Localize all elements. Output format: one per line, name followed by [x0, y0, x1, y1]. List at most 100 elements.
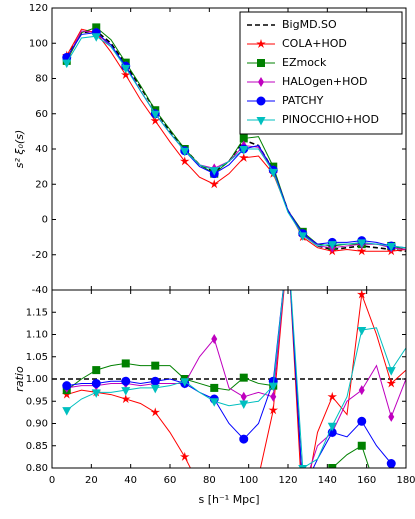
series-line	[66, 35, 406, 249]
marker	[180, 378, 190, 387]
series-line	[66, 28, 406, 252]
y-tick-label: 1.00	[26, 374, 48, 385]
marker	[120, 69, 131, 80]
legend-marker	[256, 117, 266, 126]
marker	[121, 359, 130, 368]
marker	[239, 146, 249, 155]
y-tick-label: 0	[42, 215, 48, 226]
marker	[239, 400, 249, 409]
y-tick-label: 20	[35, 179, 48, 190]
y-tick-label: 0.85	[26, 441, 48, 452]
marker	[121, 64, 131, 74]
marker	[298, 465, 308, 468]
legend-box	[239, 11, 403, 135]
legend-label: HALOgen+HOD	[282, 75, 368, 88]
marker	[91, 33, 101, 42]
marker	[179, 156, 190, 166]
x-tick-label: 120	[278, 475, 297, 486]
legend-label: EZmock	[282, 56, 327, 69]
marker	[300, 485, 306, 495]
marker	[62, 59, 72, 69]
marker	[180, 147, 190, 157]
marker	[150, 110, 160, 120]
marker	[358, 385, 365, 396]
marker	[209, 179, 220, 189]
marker	[121, 387, 131, 396]
marker	[179, 451, 190, 461]
x-tick-label: 40	[124, 475, 137, 486]
marker	[357, 327, 367, 336]
marker	[240, 391, 247, 402]
marker	[121, 376, 131, 386]
marker	[356, 246, 367, 256]
marker	[62, 381, 72, 391]
marker	[270, 391, 277, 402]
marker	[211, 333, 218, 344]
legend-marker	[257, 59, 265, 67]
marker	[239, 373, 248, 382]
marker	[327, 422, 337, 432]
marker	[298, 508, 308, 517]
series-line	[66, 290, 370, 468]
marker	[357, 416, 367, 426]
legend-label: COLA+HOD	[282, 37, 347, 50]
series-line	[66, 290, 395, 468]
marker	[268, 168, 278, 178]
marker	[328, 464, 337, 468]
marker	[91, 378, 101, 388]
marker	[387, 500, 395, 508]
axes-frame	[51, 289, 407, 469]
marker	[150, 407, 161, 417]
legend-label: BigMD.SO	[282, 18, 337, 31]
series-line	[66, 290, 406, 468]
x-tick-label: 80	[203, 475, 216, 486]
marker	[357, 441, 366, 450]
marker	[120, 394, 131, 404]
marker	[209, 167, 219, 176]
series-line	[66, 290, 406, 468]
y-tick-label: 120	[29, 3, 48, 14]
marker	[386, 459, 396, 468]
legend-marker	[256, 96, 266, 106]
marker	[150, 376, 160, 386]
marker	[150, 384, 160, 394]
legend-marker	[258, 77, 264, 87]
x-tick-label: 0	[49, 475, 55, 486]
x-tick-label: 180	[396, 475, 415, 486]
y-tick-label: -40	[32, 285, 48, 296]
y-tick-label: 100	[29, 38, 48, 49]
legend-label: PINOCCHIO+HOD	[282, 113, 379, 126]
marker	[386, 378, 397, 388]
y-tick-label: 40	[35, 144, 48, 155]
marker	[238, 152, 249, 162]
marker	[386, 242, 396, 252]
plot-area	[52, 290, 406, 517]
marker	[268, 382, 278, 392]
y-tick-label: 0.95	[26, 396, 48, 407]
marker	[150, 115, 161, 125]
marker	[209, 398, 219, 407]
y-tick-label: 1.10	[26, 330, 48, 341]
y-tick-label: 1.15	[26, 307, 48, 318]
marker	[298, 232, 308, 241]
marker	[151, 361, 160, 370]
marker	[327, 391, 338, 401]
y-axis-label: ratio	[13, 366, 26, 392]
marker	[386, 367, 396, 376]
marker	[239, 134, 248, 143]
marker	[357, 239, 367, 248]
x-tick-label: 140	[318, 475, 337, 486]
y-tick-label: -20	[32, 250, 48, 261]
marker	[356, 290, 367, 299]
marker	[327, 241, 337, 250]
x-tick-label: 60	[164, 475, 177, 486]
legend-label: PATCHY	[282, 94, 324, 107]
y-tick-label: 0.90	[26, 419, 48, 430]
y-tick-label: 80	[35, 74, 48, 85]
marker	[388, 411, 395, 422]
y-axis-label: s² ξ₀(s)	[13, 130, 26, 169]
plot-area	[61, 23, 406, 256]
marker	[92, 23, 101, 32]
marker	[268, 405, 279, 415]
